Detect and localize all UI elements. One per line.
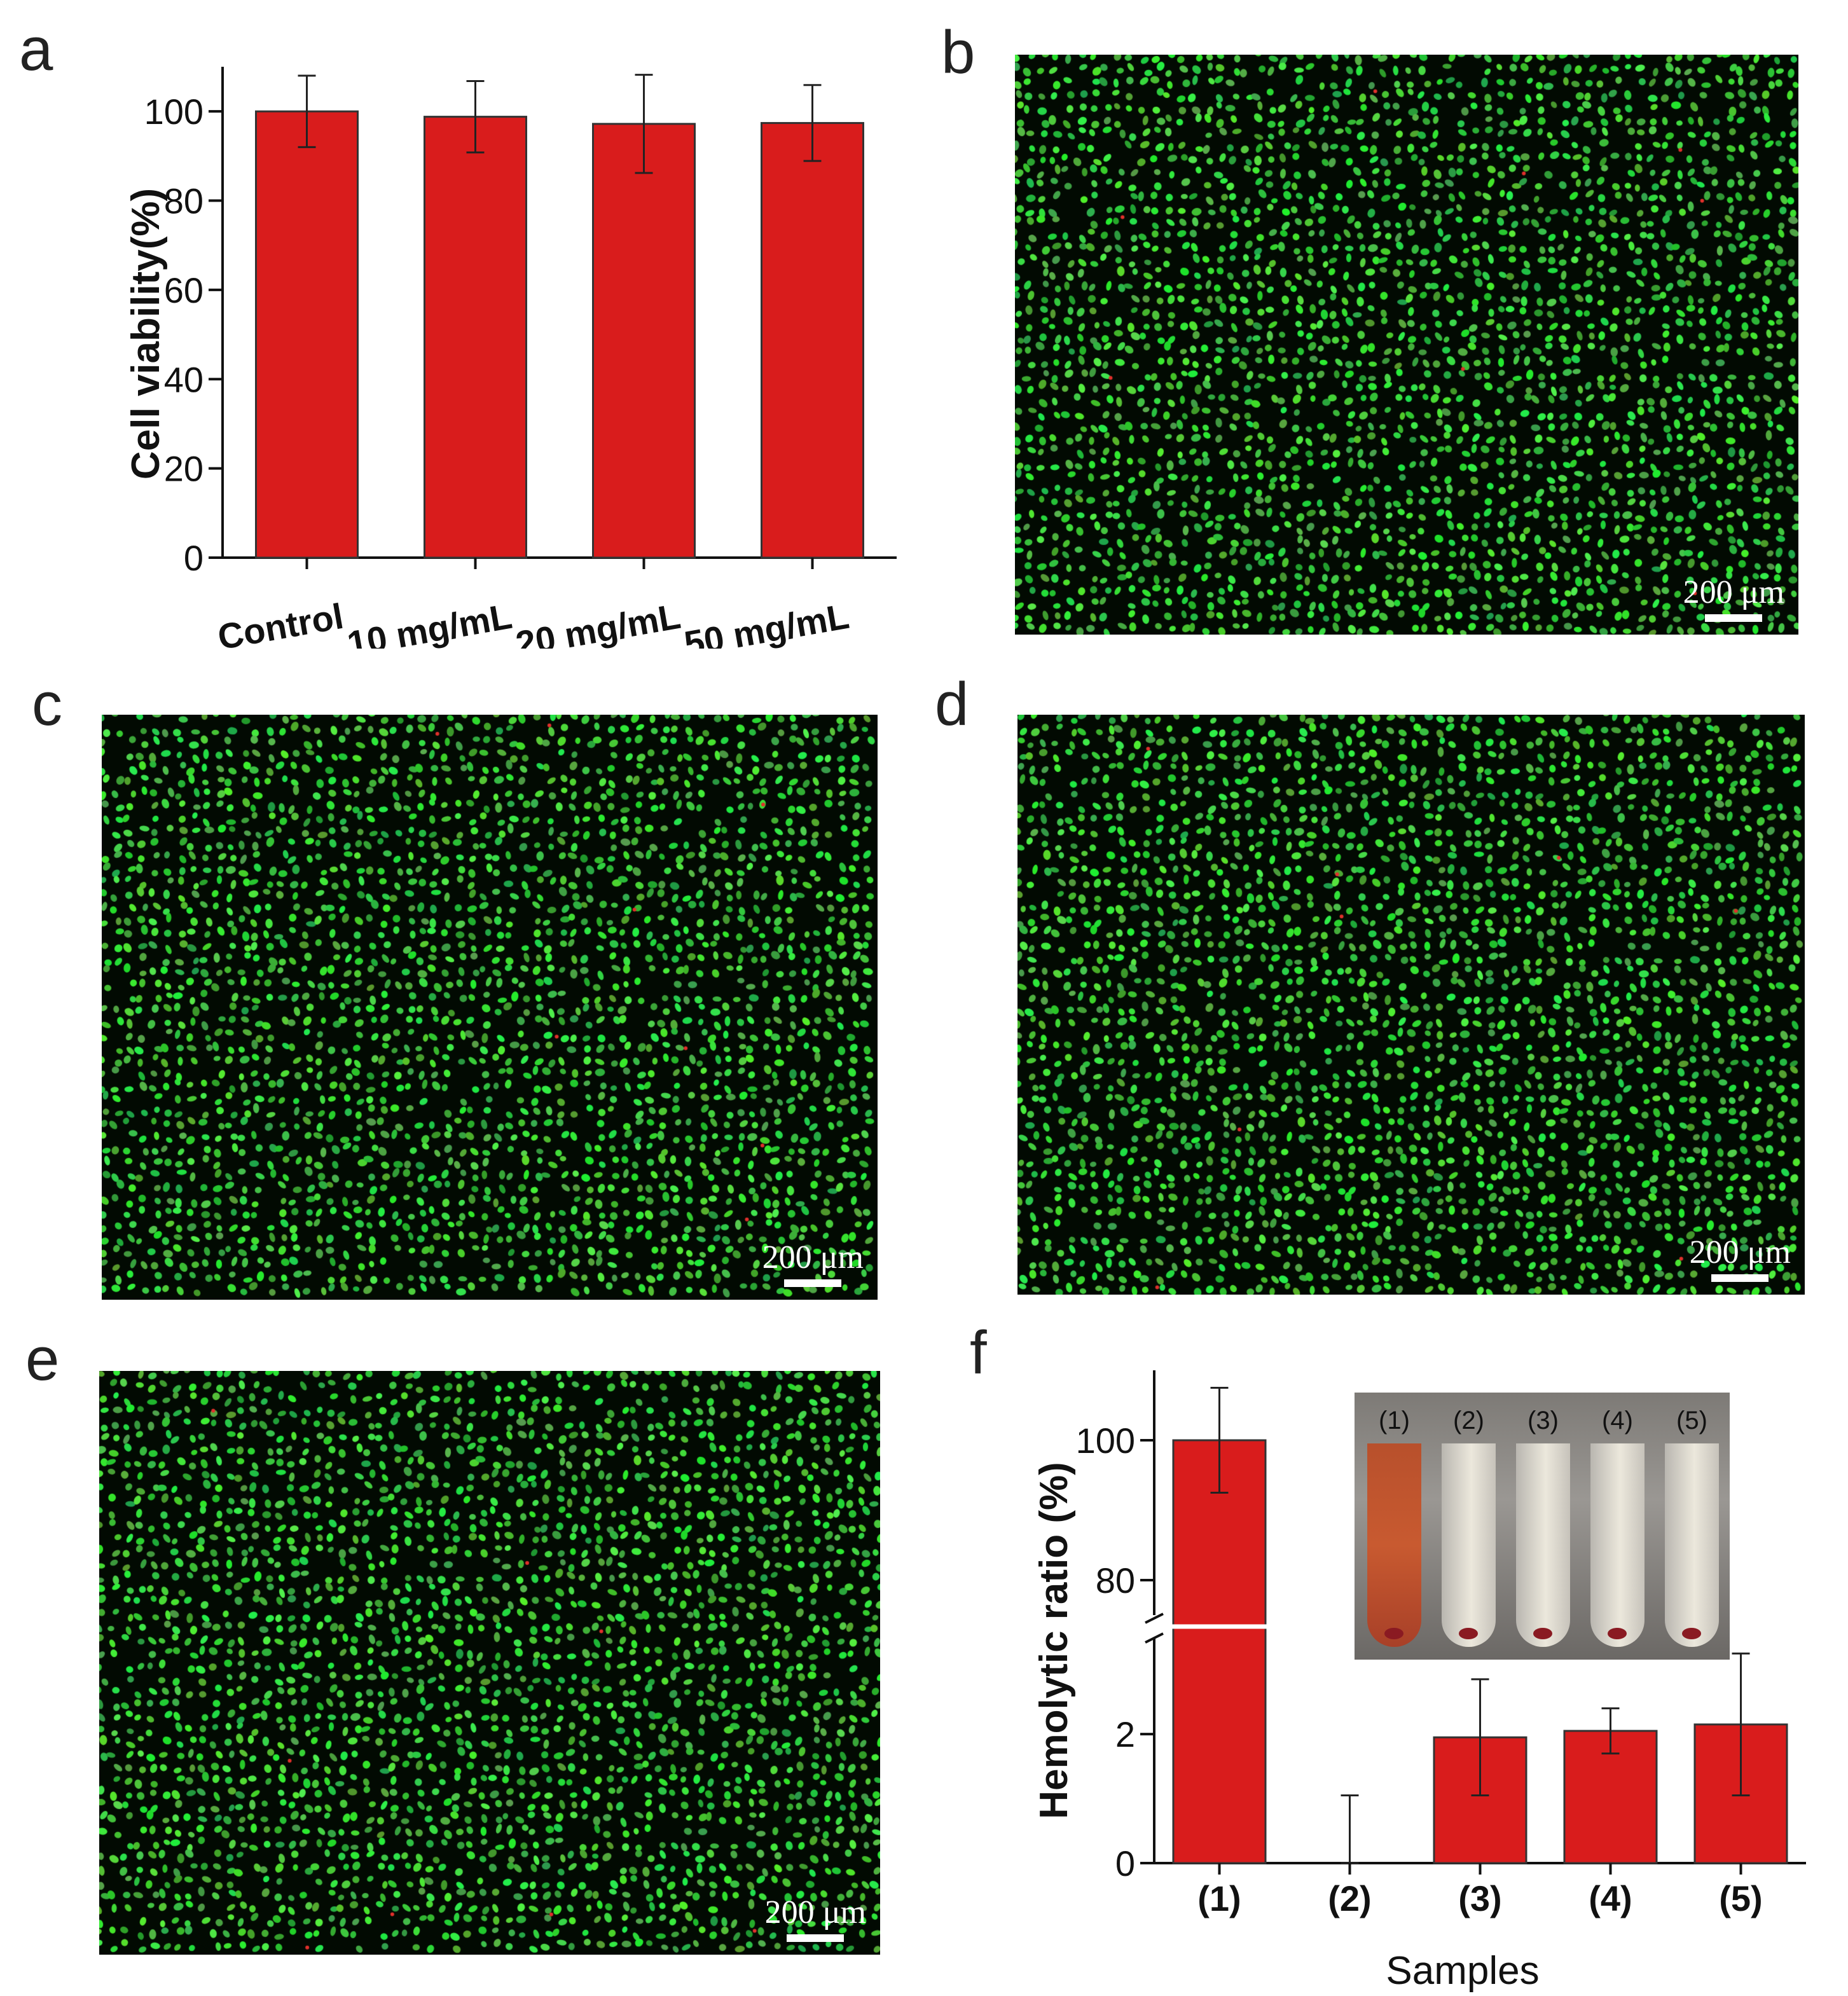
x-tick-label: (4) <box>1589 1878 1632 1918</box>
micrograph-b: 200 μm <box>1015 55 1798 635</box>
x-tick-label: (5) <box>1719 1878 1762 1918</box>
micrograph-c: 200 μm <box>102 715 878 1300</box>
bar-break-gap <box>1172 1624 1267 1629</box>
tube-4: (4) <box>1587 1393 1648 1660</box>
y-tick-label: 60 <box>164 270 203 310</box>
panel-label-d: d <box>935 670 969 738</box>
x-tick-label: (3) <box>1458 1878 1501 1918</box>
scale-bar-b: 200 μm <box>1683 576 1784 622</box>
bar <box>255 110 359 559</box>
scale-bar-d: 200 μm <box>1690 1236 1791 1282</box>
bar <box>1172 1439 1267 1864</box>
tube-2: (2) <box>1438 1393 1499 1660</box>
y-tick-label: 2 <box>1115 1714 1135 1754</box>
micrograph-e: 200 μm <box>99 1371 880 1955</box>
error-bar <box>1341 1794 1359 1864</box>
tube-1: (1) <box>1364 1393 1424 1660</box>
x-tick-label: Control <box>215 596 347 649</box>
y-axis-label: Hemolytic ratio (%) <box>1032 1462 1076 1819</box>
scale-bar-e: 200 μm <box>765 1896 866 1942</box>
x-tick-label: 10 mg/mL <box>344 596 514 649</box>
hemolysis-tubes-photo: (1) (2) (3) (4) (5) <box>1355 1393 1730 1660</box>
axis-break-mark <box>1145 1613 1164 1644</box>
error-bar <box>466 79 485 154</box>
scale-label: 200 μm <box>1689 1234 1791 1270</box>
panel-label-b: b <box>941 18 976 86</box>
panel-label-f: f <box>970 1319 987 1387</box>
y-tick-label: 80 <box>1096 1560 1135 1600</box>
tube-label: (2) <box>1453 1407 1484 1435</box>
y-axis-label: Cell viability(%) <box>124 188 168 479</box>
error-bar <box>298 74 316 148</box>
x-tick-label: 20 mg/mL <box>513 596 683 649</box>
y-tick-label: 80 <box>164 181 203 221</box>
micrograph-d: 200 μm <box>1017 715 1805 1295</box>
y-tick-label: 100 <box>1076 1421 1135 1461</box>
y-tick-label: 0 <box>184 538 203 578</box>
x-axis-label: Samples <box>1386 1949 1539 1993</box>
bar <box>424 116 527 559</box>
error-bar <box>1601 1707 1620 1755</box>
scale-label: 200 μm <box>1683 574 1784 610</box>
y-tick-label: 0 <box>1115 1843 1135 1883</box>
error-bar <box>1471 1678 1489 1796</box>
tube-3: (3) <box>1513 1393 1573 1660</box>
tube-label: (3) <box>1527 1407 1559 1435</box>
bar <box>761 121 864 559</box>
hemolytic-ratio-chart: 0 2 80 100 (1) (2) (3) (4) (5) Hemolytic ratio (… <box>1032 1370 1806 1993</box>
tube-5: (5) <box>1662 1393 1722 1660</box>
bar <box>592 123 696 559</box>
panel-label-c: c <box>32 670 62 738</box>
error-bar <box>1732 1652 1750 1796</box>
error-bar <box>1210 1387 1229 1494</box>
error-bar <box>635 74 653 174</box>
y-tick-label: 20 <box>164 449 203 489</box>
tube-label: (4) <box>1602 1407 1633 1435</box>
panel-label-a: a <box>19 15 53 83</box>
x-tick-label: 50 mg/mL <box>681 596 852 649</box>
scale-label: 200 μm <box>764 1894 866 1931</box>
error-bar <box>803 84 822 162</box>
scale-bar-c: 200 μm <box>762 1241 864 1287</box>
panel-label-e: e <box>25 1325 60 1393</box>
y-tick-label: 40 <box>164 359 203 399</box>
y-tick-label: 100 <box>144 92 203 132</box>
tube-label: (5) <box>1676 1407 1707 1435</box>
scale-label: 200 μm <box>762 1239 864 1276</box>
tube-label: (1) <box>1379 1407 1410 1435</box>
x-tick-label: (2) <box>1328 1878 1371 1918</box>
x-tick-label: (1) <box>1197 1878 1241 1918</box>
